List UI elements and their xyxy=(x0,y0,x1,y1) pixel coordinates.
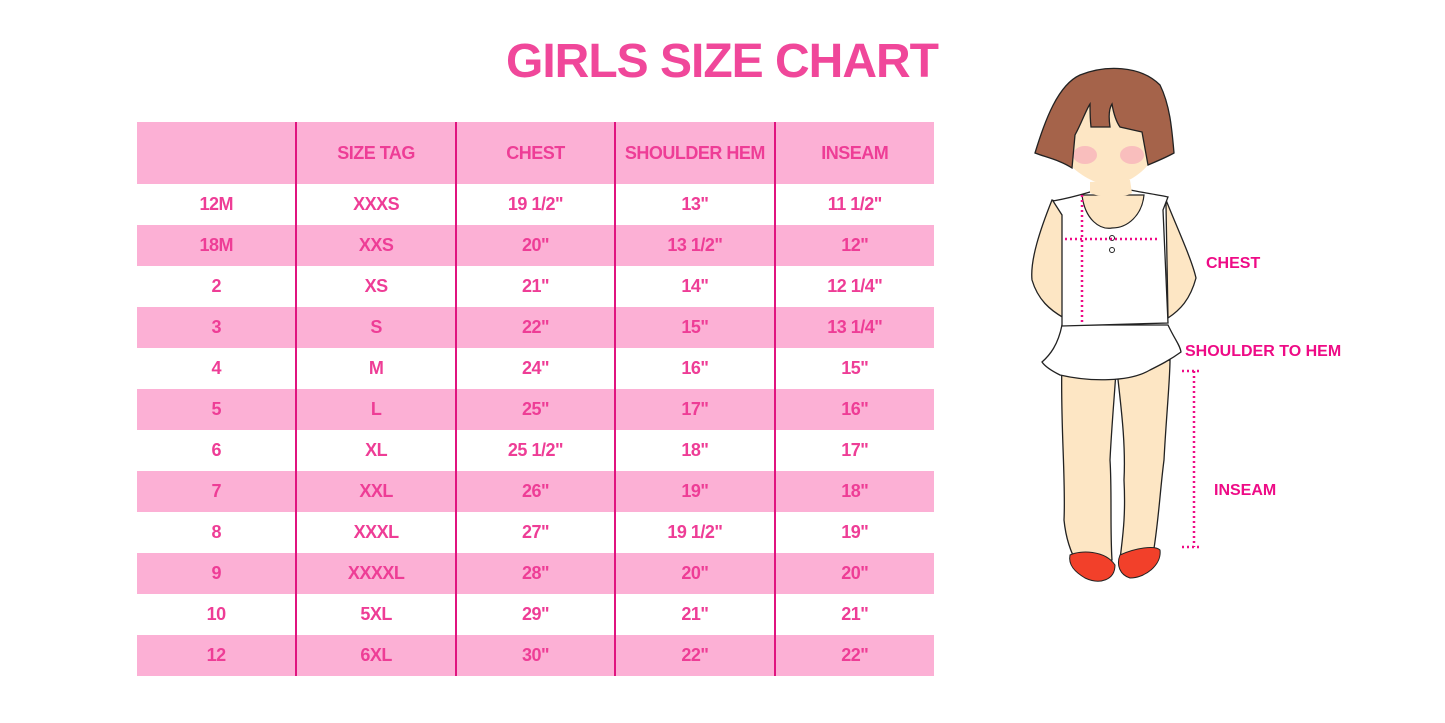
table-cell: 19" xyxy=(614,471,775,512)
table-cell: 10 xyxy=(206,604,227,624)
table-cell: XXXS xyxy=(295,184,456,225)
table-cell: 19 1/2" xyxy=(454,184,616,225)
table-cell: 15" xyxy=(614,307,775,348)
table-cell: 18M xyxy=(199,235,233,255)
table-cell: 15" xyxy=(773,348,934,389)
table-row: 2 XS 21" 14" 12 1/4" xyxy=(137,266,934,307)
table-cell: 26" xyxy=(454,471,616,512)
table-cell: 12 xyxy=(206,645,227,665)
table-cell: XL xyxy=(295,430,456,471)
table-cell: 18" xyxy=(773,471,934,512)
table-cell: XXXXL xyxy=(295,553,456,594)
table-row: 7 XXL 26" 19" 18" xyxy=(137,471,934,512)
table-cell: 21" xyxy=(454,266,616,307)
page-title: GIRLS SIZE CHART xyxy=(505,35,939,88)
table-row: 18M XXS 20" 13 1/2" 12" xyxy=(137,225,934,266)
table-row: 8 XXXL 27" 19 1/2" 19" xyxy=(137,512,934,553)
table-cell: XS xyxy=(295,266,456,307)
table-cell: 29" xyxy=(454,594,616,635)
table-cell: S xyxy=(295,307,456,348)
table-cell: M xyxy=(295,348,456,389)
table-cell: 7 xyxy=(211,481,221,501)
table-cell: 17" xyxy=(614,389,775,430)
right-arm xyxy=(1165,199,1197,320)
table-cell: 21" xyxy=(614,594,775,635)
column-header: SIZE TAG xyxy=(295,122,456,184)
table-cell: 22" xyxy=(773,635,934,676)
table-cell: 4 xyxy=(211,358,221,378)
table-cell: 13 1/4" xyxy=(773,307,934,348)
table-header-row: SIZE TAG CHEST SHOULDER HEM INSEAM xyxy=(137,122,934,184)
table-cell: 12M xyxy=(199,194,233,214)
table-row: 12M XXXS 19 1/2" 13" 11 1/2" xyxy=(137,184,934,225)
table-cell: 12" xyxy=(773,225,934,266)
table-cell: 18" xyxy=(614,430,775,471)
table-cell: 8 xyxy=(211,522,221,542)
table-cell: 17" xyxy=(773,430,934,471)
table-cell: 5 xyxy=(211,399,221,419)
table-cell: 25" xyxy=(454,389,616,430)
table-cell: 19 1/2" xyxy=(614,512,775,553)
table-row: 6 XL 25 1/2" 18" 17" xyxy=(137,430,934,471)
table-cell: 16" xyxy=(614,348,775,389)
column-header: SHOULDER HEM xyxy=(614,122,775,184)
table-cell: 25 1/2" xyxy=(454,430,616,471)
table-cell: L xyxy=(295,389,456,430)
table-row: 12 6XL 30" 22" 22" xyxy=(137,635,934,676)
left-shoe xyxy=(1069,551,1116,582)
table-cell: XXL xyxy=(295,471,456,512)
table-cell: XXS xyxy=(295,225,456,266)
table-row: 5 L 25" 17" 16" xyxy=(137,389,934,430)
table-cell: 5XL xyxy=(295,594,456,635)
table-cell: XXXL xyxy=(295,512,456,553)
neckline xyxy=(1081,194,1145,229)
right-leg xyxy=(1116,359,1171,561)
table-cell: 22" xyxy=(454,307,616,348)
table-row: 4 M 24" 16" 15" xyxy=(137,348,934,389)
column-header: CHEST xyxy=(454,122,616,184)
table-cell: 11 1/2" xyxy=(773,184,934,225)
size-table: SIZE TAG CHEST SHOULDER HEM INSEAM 12M XXXS 1… xyxy=(137,122,934,676)
table-cell: 3 xyxy=(211,317,221,337)
table-cell: 6 xyxy=(211,440,221,460)
table-cell: 20" xyxy=(454,225,616,266)
table-cell: 12 1/4" xyxy=(773,266,934,307)
table-cell: 9 xyxy=(211,563,221,583)
column-header xyxy=(137,122,296,184)
girl-measurement-illustration xyxy=(1031,67,1202,582)
table-cell: 2 xyxy=(211,276,221,296)
table-cell: 21" xyxy=(773,594,934,635)
right-shoe xyxy=(1117,547,1161,579)
table-row: 10 5XL 29" 21" 21" xyxy=(137,594,934,635)
shoulder-to-hem-label: SHOULDER TO HEM xyxy=(1185,343,1342,360)
table-cell: 20" xyxy=(773,553,934,594)
table-cell: 14" xyxy=(614,266,775,307)
table-cell: 16" xyxy=(773,389,934,430)
table-cell: 20" xyxy=(614,553,775,594)
table-cell: 27" xyxy=(454,512,616,553)
left-leg xyxy=(1060,359,1117,566)
left-arm xyxy=(1031,199,1065,320)
chest-label: CHEST xyxy=(1206,255,1261,272)
column-header: INSEAM xyxy=(773,122,934,184)
table-cell: 28" xyxy=(454,553,616,594)
table-cell: 13" xyxy=(614,184,775,225)
table-row: 3 S 22" 15" 13 1/4" xyxy=(137,307,934,348)
hair xyxy=(1034,67,1175,170)
table-cell: 24" xyxy=(454,348,616,389)
table-cell: 19" xyxy=(773,512,934,553)
table-row: 9 XXXXL 28" 20" 20" xyxy=(137,553,934,594)
table-cell: 30" xyxy=(454,635,616,676)
inseam-label: INSEAM xyxy=(1214,482,1277,499)
table-cell: 6XL xyxy=(295,635,456,676)
table-cell: 22" xyxy=(614,635,775,676)
neck xyxy=(1090,180,1132,197)
table-cell: 13 1/2" xyxy=(614,225,775,266)
skirt xyxy=(1041,324,1182,381)
